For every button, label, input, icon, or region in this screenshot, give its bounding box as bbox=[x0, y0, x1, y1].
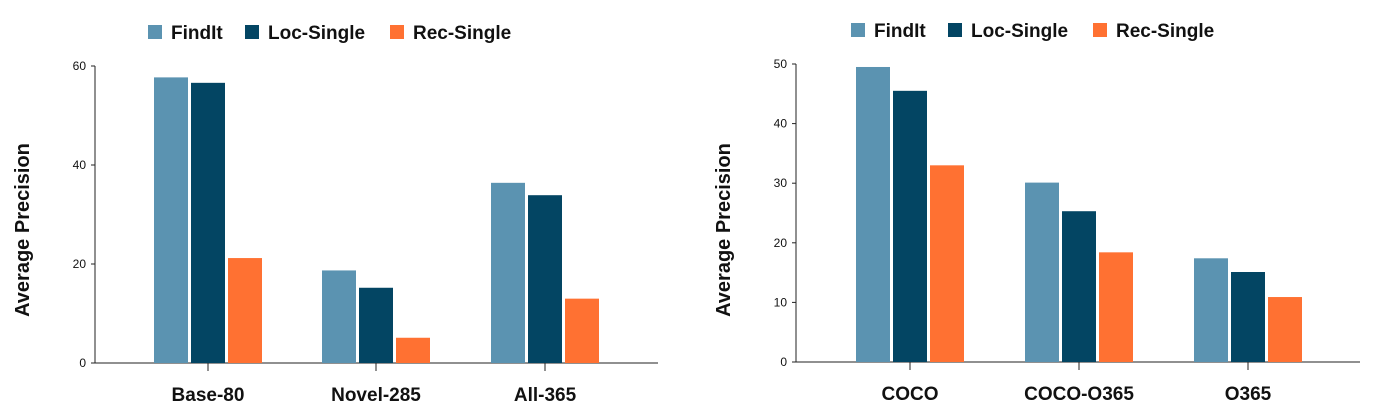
bar-loc-single bbox=[359, 287, 393, 363]
bar-findit bbox=[1025, 182, 1059, 362]
y-tick-label: 50 bbox=[774, 57, 788, 71]
bar-findit bbox=[1194, 258, 1228, 362]
chart-panel-left: 0 20 40 60 Average Precision Base-80 Novel-285… bbox=[12, 23, 658, 406]
x-tick-label: COCO bbox=[882, 384, 939, 405]
legend-swatch bbox=[245, 25, 259, 39]
legend-label: Rec-Single bbox=[1116, 21, 1214, 42]
y-tick-label: 10 bbox=[774, 295, 788, 309]
y-axis-label: Average Precision bbox=[713, 143, 735, 317]
x-tick-label: Novel-285 bbox=[331, 385, 421, 406]
bar-rec-single bbox=[396, 337, 430, 363]
y-tick-label: 30 bbox=[774, 176, 788, 190]
y-axis-label: Average Precision bbox=[12, 143, 34, 317]
legend-swatch bbox=[948, 23, 962, 37]
y-tick-label: 40 bbox=[774, 117, 788, 131]
legend-label: FindIt bbox=[874, 21, 926, 42]
x-tick-label: All-365 bbox=[514, 385, 577, 406]
bar-rec-single bbox=[565, 298, 599, 363]
bar-findit bbox=[322, 270, 356, 363]
y-tick-label: 20 bbox=[774, 236, 788, 250]
bar-loc-single bbox=[1062, 211, 1096, 362]
legend-label: FindIt bbox=[171, 23, 223, 44]
bar-rec-single bbox=[228, 258, 262, 363]
bar-findit bbox=[491, 182, 525, 363]
bar-loc-single bbox=[893, 90, 927, 362]
legend-swatch bbox=[390, 25, 404, 39]
legend-label: Rec-Single bbox=[413, 23, 511, 44]
y-tick-label: 40 bbox=[73, 158, 87, 172]
bar-rec-single bbox=[1099, 252, 1133, 362]
legend-swatch bbox=[1093, 23, 1107, 37]
bar-findit bbox=[154, 77, 188, 363]
legend-swatch bbox=[148, 25, 162, 39]
bar-loc-single bbox=[1231, 272, 1265, 362]
y-tick-label: 20 bbox=[73, 257, 87, 271]
bar-loc-single bbox=[191, 82, 225, 363]
y-tick-label: 0 bbox=[79, 356, 86, 370]
chart-panel-right: 0 10 20 30 40 50 Average Precision COCO COCO-O36… bbox=[713, 21, 1360, 405]
y-tick-label: 0 bbox=[780, 355, 787, 369]
bar-rec-single bbox=[930, 165, 964, 362]
x-tick-label: Base-80 bbox=[172, 385, 245, 406]
x-tick-label: O365 bbox=[1225, 384, 1272, 405]
bar-rec-single bbox=[1268, 297, 1302, 362]
bar-loc-single bbox=[528, 195, 562, 363]
x-tick-label: COCO-O365 bbox=[1024, 384, 1134, 405]
legend-label: Loc-Single bbox=[268, 23, 365, 44]
bar-findit bbox=[856, 66, 890, 362]
legend-label: Loc-Single bbox=[971, 21, 1068, 42]
legend-swatch bbox=[851, 23, 865, 37]
y-tick-label: 60 bbox=[73, 59, 87, 73]
